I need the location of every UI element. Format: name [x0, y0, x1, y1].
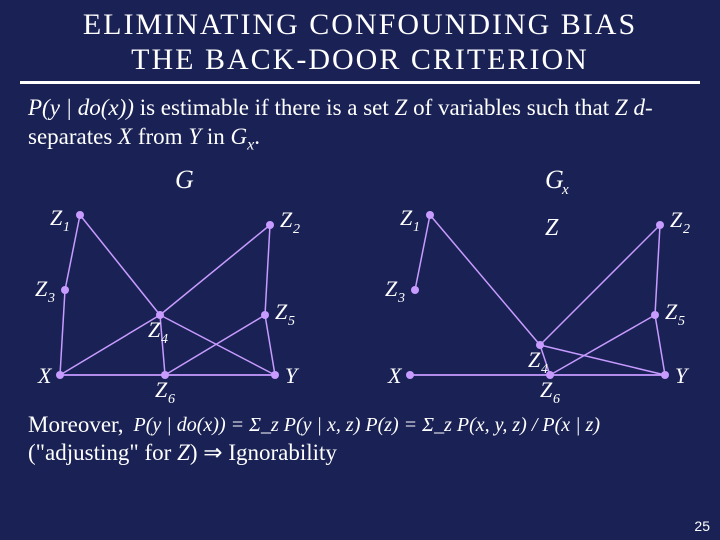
criterion-mid1: is estimable if there is a set	[134, 95, 395, 120]
adjusting-prefix: ("adjusting" for	[28, 440, 177, 465]
svg-text:5: 5	[288, 314, 295, 329]
svg-text:4: 4	[161, 332, 168, 347]
svg-text:Z: Z	[665, 299, 678, 324]
graphs-area: Z1Z2Z3Z4Z5XZ6YG Z1Z2Z3Z4Z5XZ6YGxZ	[0, 155, 720, 410]
svg-text:Z: Z	[280, 207, 293, 232]
svg-text:G: G	[175, 165, 194, 194]
svg-text:Y: Y	[675, 363, 690, 388]
svg-text:2: 2	[683, 222, 690, 237]
criterion-text: P(y | do(x)) is estimable if there is a …	[0, 92, 720, 155]
title-underline	[20, 81, 700, 84]
graph-right: Z1Z2Z3Z4Z5XZ6YGxZ	[360, 160, 710, 405]
svg-text:3: 3	[47, 291, 55, 306]
formula: P(y | do(x)) = Σ_z P(y | x, z) P(z) = Σ_…	[134, 414, 601, 437]
criterion-y: Y	[188, 124, 201, 149]
svg-text:5: 5	[678, 314, 685, 329]
svg-text:x: x	[561, 182, 569, 198]
svg-text:X: X	[387, 363, 403, 388]
svg-text:X: X	[37, 363, 53, 388]
bottom-text: Moreover, P(y | do(x)) = Σ_z P(y | x, z)…	[0, 410, 720, 468]
svg-text:Z: Z	[528, 347, 541, 372]
criterion-dot: .	[254, 124, 260, 149]
svg-text:Z: Z	[400, 205, 413, 230]
adjusting-suffix: ) ⇒ Ignorability	[190, 440, 337, 465]
svg-text:Z: Z	[670, 207, 683, 232]
criterion-mid2: of variables such that	[407, 95, 615, 120]
svg-text:Z: Z	[148, 317, 161, 342]
svg-text:Z: Z	[35, 276, 48, 301]
svg-text:Y: Y	[285, 363, 300, 388]
slide-title: ELIMINATING CONFOUNDING BIAS THE BACK-DO…	[0, 0, 720, 77]
adjusting-z: Z	[177, 440, 190, 465]
moreover-label: Moreover,	[28, 412, 124, 438]
criterion-zd: Z d	[615, 95, 645, 120]
svg-text:6: 6	[553, 392, 560, 405]
svg-text:Z: Z	[50, 205, 63, 230]
svg-text:Z: Z	[540, 377, 553, 402]
criterion-x: X	[118, 124, 132, 149]
svg-text:Z: Z	[275, 299, 288, 324]
svg-text:1: 1	[413, 220, 420, 235]
svg-text:3: 3	[397, 291, 405, 306]
svg-text:Z: Z	[385, 276, 398, 301]
criterion-gx: Gx	[231, 124, 255, 149]
title-line-1: ELIMINATING CONFOUNDING BIAS	[0, 8, 720, 43]
criterion-in: in	[201, 124, 230, 149]
svg-text:Z: Z	[155, 377, 168, 402]
svg-text:2: 2	[293, 222, 300, 237]
criterion-z: Z	[395, 95, 408, 120]
title-line-2: THE BACK-DOOR CRITERION	[0, 43, 720, 78]
criterion-pydox: P(y | do(x))	[28, 95, 134, 120]
criterion-from: from	[132, 124, 188, 149]
svg-text:Z: Z	[545, 215, 559, 241]
page-number: 25	[694, 518, 710, 534]
svg-text:1: 1	[63, 220, 70, 235]
svg-text:6: 6	[168, 392, 175, 405]
graph-left: Z1Z2Z3Z4Z5XZ6YG	[10, 160, 350, 405]
